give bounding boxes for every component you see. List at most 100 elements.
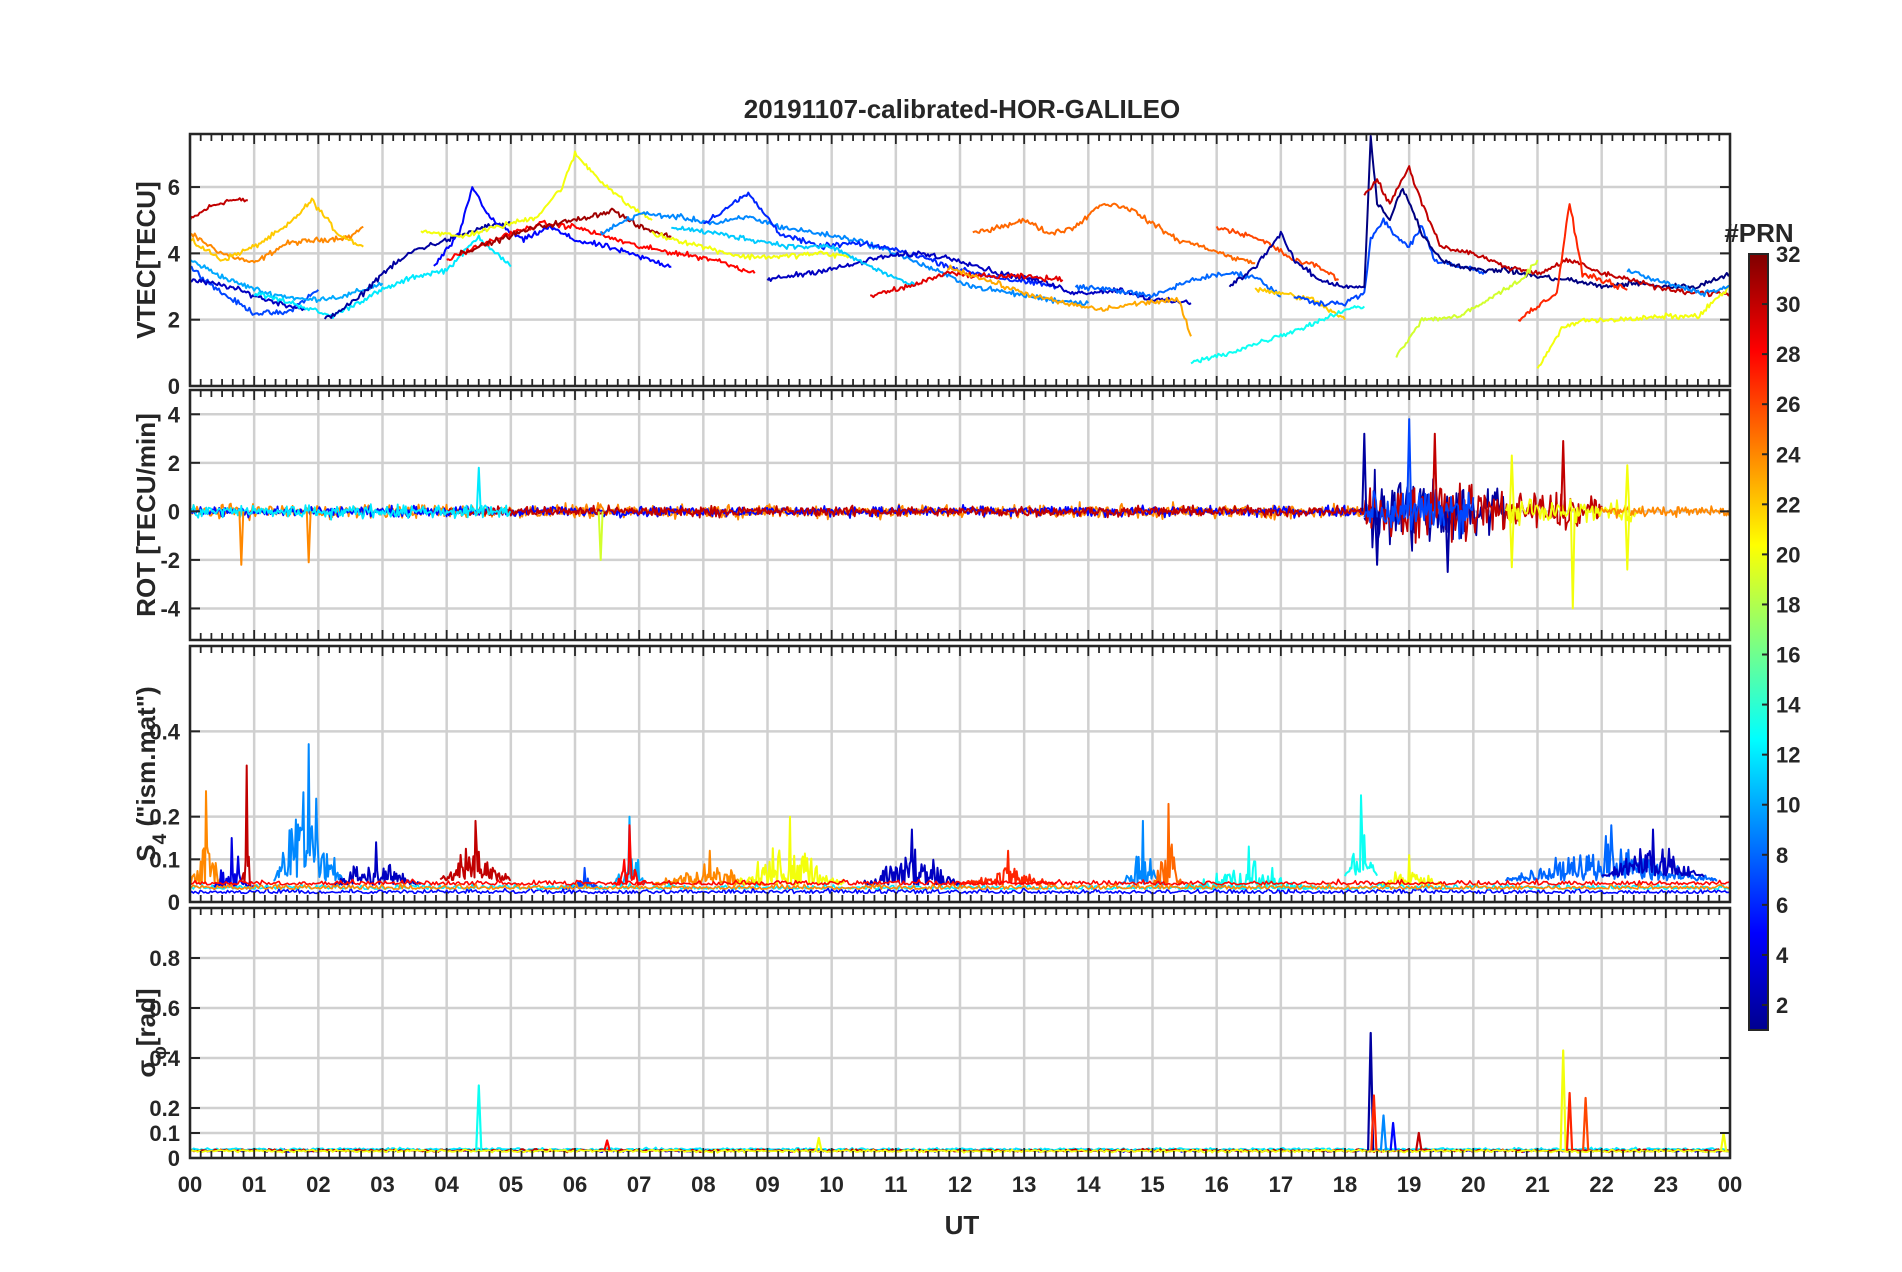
rot-series-prn-24 (1600, 505, 1730, 519)
s4-series-prn-9 (273, 743, 345, 882)
s4-series-prn-20 (1376, 854, 1442, 886)
vtec-series-prn-30 (190, 197, 248, 221)
y-axis-label-s4: S4 ("ism.mat") (131, 686, 171, 861)
x-tick-label: 11 (884, 1172, 907, 1197)
sigma-spike-prn-28 (603, 1139, 611, 1151)
vtec-series-prn-1 (1363, 134, 1730, 290)
colorbar-tick-label: 22 (1776, 492, 1800, 517)
sigma-spike-prn-20 (815, 1136, 823, 1151)
x-tick-label: 09 (755, 1172, 779, 1197)
rot-spike-prn-19 (597, 511, 604, 561)
s4-baseline-prn-24 (190, 882, 1730, 890)
x-axis-label: UT (945, 1210, 980, 1240)
x-tick-label: 05 (499, 1172, 523, 1197)
s4-series-prn-30 (439, 819, 512, 882)
colorbar-tick-label: 24 (1776, 442, 1801, 467)
x-tick-label: 12 (948, 1172, 972, 1197)
sigma-spike-prn-9 (1379, 1114, 1388, 1151)
sigma-spike-prn-26 (1582, 1096, 1590, 1151)
vtec-series-prn-9 (599, 211, 1090, 307)
colorbar-tick-label: 10 (1776, 793, 1800, 818)
rot-series-prn-20 (1504, 498, 1642, 527)
vtec-series-prn-25 (972, 202, 1256, 265)
x-tick-label: 08 (691, 1172, 715, 1197)
x-tick-label: 16 (1204, 1172, 1228, 1197)
vtec-series-prn-24 (190, 225, 364, 264)
x-tick-label: 10 (819, 1172, 843, 1197)
rot-spike-prn-24 (238, 511, 245, 566)
rot-spike-prn-2 (1444, 511, 1451, 573)
rot-spike-prn-20 (1508, 454, 1515, 512)
rot-spike-prn-12 (475, 466, 482, 512)
x-tick-label: 00 (1718, 1172, 1742, 1197)
colorbar-tick-label: 4 (1776, 943, 1789, 968)
y-tick-label: 4 (168, 241, 181, 266)
x-tick-label: 21 (1525, 1172, 1549, 1197)
colorbar-tick-label: 6 (1776, 893, 1788, 918)
rot-spike-prn-20 (1624, 464, 1631, 512)
x-tick-label: 00 (178, 1172, 202, 1197)
vtec-series-prn-6 (703, 191, 1058, 290)
colorbar-tick-label: 32 (1776, 242, 1800, 267)
colorbar-gradient (1748, 253, 1769, 1031)
vtec-series-prn-12 (253, 234, 512, 319)
vtec-series-prn-13 (1190, 305, 1366, 365)
x-tick-label: 20 (1461, 1172, 1485, 1197)
y-tick-label: 0.8 (149, 946, 180, 971)
y-axis-label-vtec: VTEC[TECU] (131, 181, 161, 338)
x-tick-label: 07 (627, 1172, 651, 1197)
rot-spike-prn-24 (305, 511, 312, 564)
x-tick-label: 02 (306, 1172, 330, 1197)
vtec-series-prn-2 (1228, 230, 1365, 290)
vtec-series-prn-20 (420, 150, 653, 239)
colorbar-tick-label: 8 (1776, 843, 1788, 868)
x-tick-labels: 00 01 02 03 04 05 06 07 08 09 10 11 12 13 14 15 16 17 18 19… (178, 1172, 1742, 1197)
s4-series-prn-30 (240, 764, 252, 887)
colorbar-tick-label: 12 (1776, 743, 1800, 768)
x-tick-label: 01 (242, 1172, 266, 1197)
s4-series-prn-27 (959, 849, 1058, 886)
y-tick-label: 2 (168, 451, 180, 476)
colorbar-label: #PRN (1724, 218, 1793, 248)
y-tick-label: 0.4 (149, 1046, 180, 1071)
x-tick-label: 19 (1397, 1172, 1421, 1197)
s4-series-prn-3 (1601, 828, 1705, 878)
vtec-series-prn-20 (1536, 284, 1730, 369)
sigma-spike-prn-30 (1415, 1131, 1423, 1151)
rot-spike-prn-20 (1508, 511, 1515, 569)
x-tick-label: 06 (563, 1172, 587, 1197)
panel-sigma_phi: 00.10.2 0.4 0.6 0.8 σφ[rad] (131, 906, 1732, 1171)
panel-rot: -4 -2 0 2 4 ROT [TECU/min] (131, 388, 1732, 642)
vtec-series-prn-9 (1626, 268, 1730, 298)
rot-spike-prn-2 (1374, 511, 1380, 566)
y-tick-label: 0.1 (149, 1121, 180, 1146)
panel-s4: 0 0.1 0.2 0.4S4 ("ism.mat") (131, 644, 1732, 915)
vtec-series-prn-3 (190, 278, 307, 312)
y-tick-label: 4 (168, 402, 181, 427)
vtec-series-prn-31 (458, 207, 672, 257)
sigma-spike-prn-20 (1559, 1049, 1567, 1151)
vtec-series-prn-20 (651, 230, 852, 261)
x-tick-label: 13 (1012, 1172, 1036, 1197)
x-tick-label: 17 (1269, 1172, 1293, 1197)
s4-series-prn-13 (1184, 845, 1314, 891)
y-tick-label: 0.2 (149, 1096, 180, 1121)
vtec-series-prn-8 (1074, 271, 1281, 299)
colorbar-tick-label: 28 (1776, 342, 1800, 367)
series-group (190, 418, 1730, 610)
sigma-spike-prn-27 (1370, 1094, 1378, 1151)
s4-series-prn-10 (612, 815, 646, 886)
panel-vtec: 0 2 4 6 VTEC[TECU] (131, 132, 1732, 399)
y-tick-label: 0.4 (149, 719, 180, 744)
x-tick-label: 15 (1140, 1172, 1164, 1197)
rot-spike-prn-20 (1569, 511, 1576, 610)
vtec-series-prn-30 (1363, 165, 1730, 298)
rot-spike-prn-7 (1406, 418, 1413, 512)
y-tick-label: 6 (168, 175, 180, 200)
s4-baseline-prn-28 (190, 878, 1730, 886)
sigma-spike-prn-27 (1565, 1091, 1574, 1151)
s4-series-prn-8 (1505, 824, 1718, 882)
vtec-series-prn-3 (766, 250, 1192, 306)
